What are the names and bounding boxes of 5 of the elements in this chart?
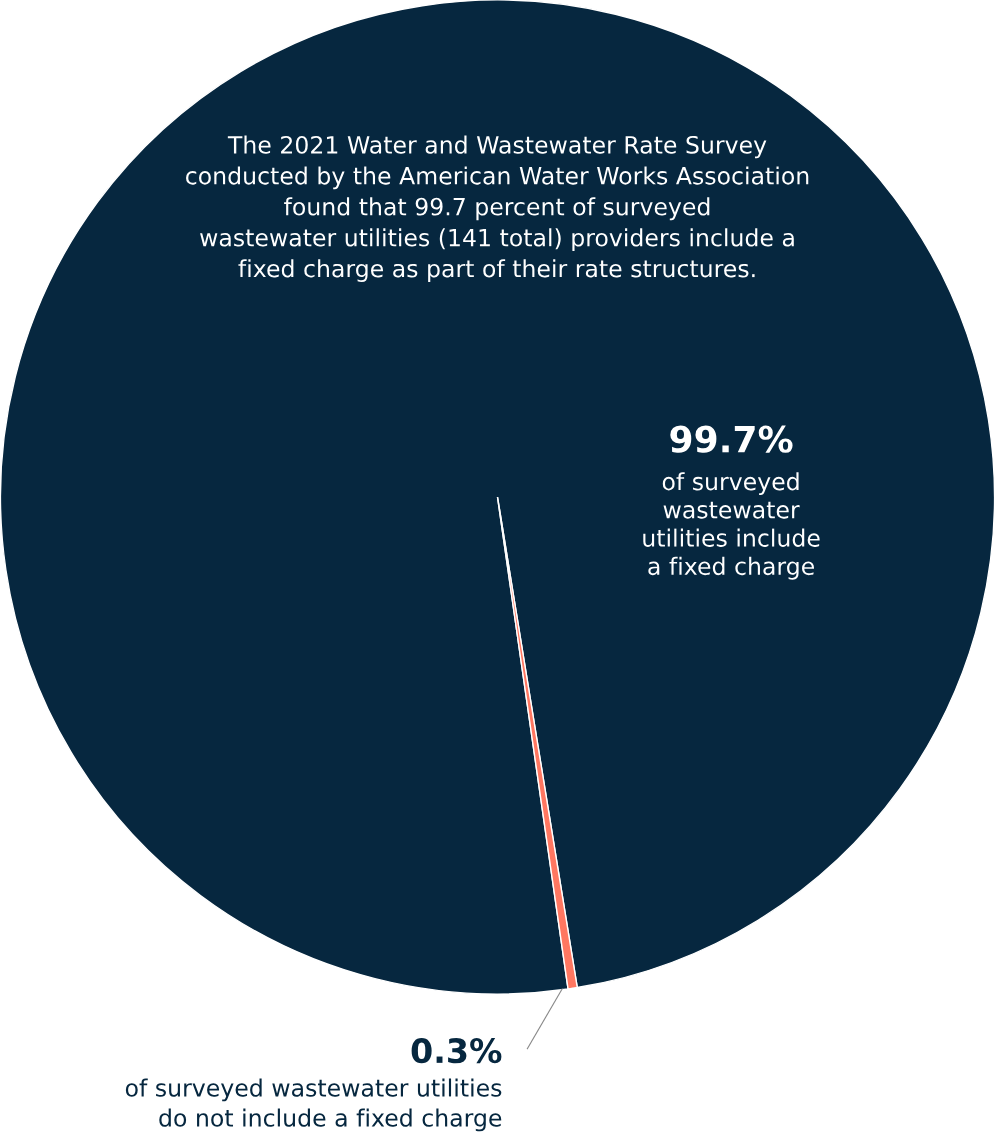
slice-label: of surveyed wastewater utilities do not include a fixed charge xyxy=(125,1078,502,1132)
slice-label: of surveyed wastewater utilities include a fixed charge xyxy=(643,472,820,580)
text: The 2021 Water and Wastewater Rate Survey conducted by the American Water Works Association found that 99.7 percent of surveyed wastewater utilities (141 total) providers include a fixed charge as part of their rate structures. xyxy=(186,135,809,283)
data-label: 99.7% xyxy=(670,425,793,453)
data-label: 0.3% xyxy=(411,1038,502,1064)
